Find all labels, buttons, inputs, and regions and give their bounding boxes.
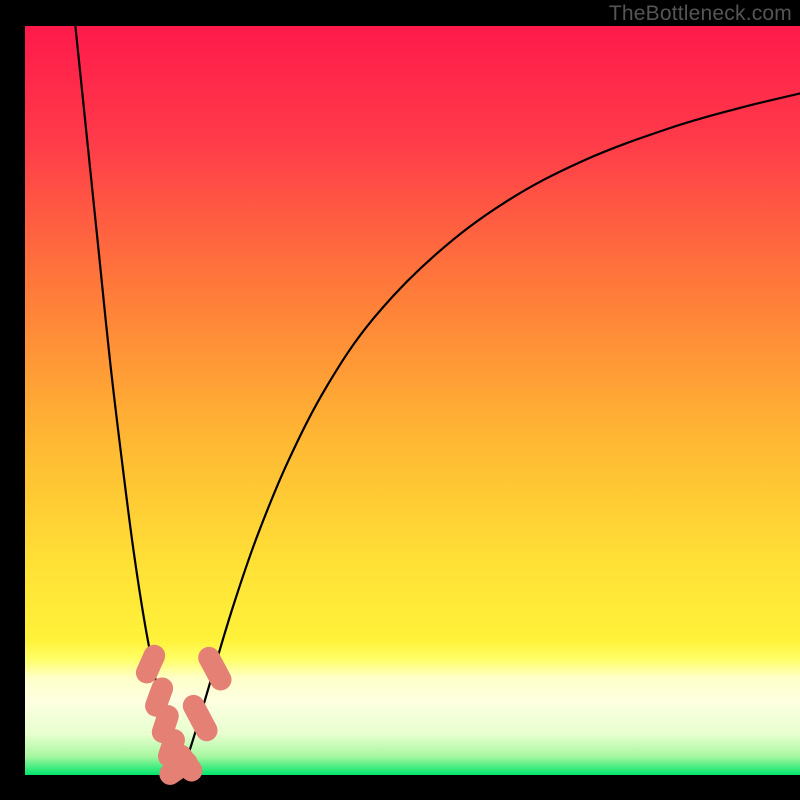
bottleneck-chart-svg [0,0,800,800]
marker-point [194,706,207,731]
marker-point [181,755,192,770]
marker-point [209,658,221,680]
chart-container: TheBottleneck.com [0,0,800,800]
watermark-text: TheBottleneck.com [609,2,792,26]
marker-point [163,716,168,732]
marker-point [147,656,155,673]
marker-point [156,688,162,705]
